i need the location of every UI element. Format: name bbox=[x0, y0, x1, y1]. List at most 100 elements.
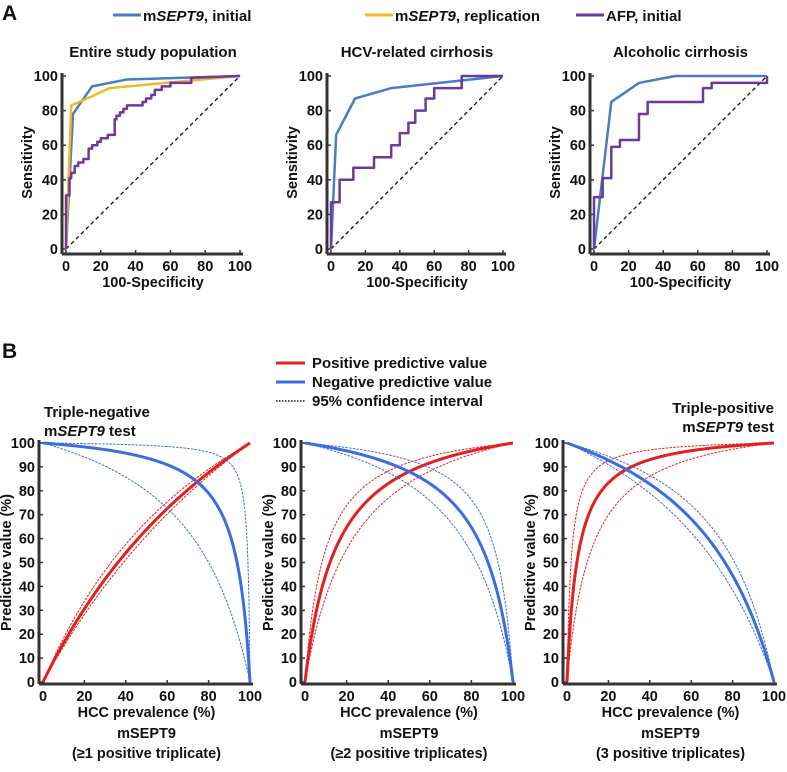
y-tick-label: 20 bbox=[281, 627, 297, 643]
x-tick-label: 0 bbox=[327, 259, 335, 275]
chart-caption: mSEPT9 bbox=[117, 726, 176, 742]
series-line-negative-predictive-value bbox=[304, 441, 515, 683]
x-tick-label: 20 bbox=[76, 689, 92, 705]
y-tick-label: 100 bbox=[273, 436, 297, 452]
y-axis-label: Sensitivity bbox=[548, 126, 564, 199]
y-tick-label: 40 bbox=[570, 173, 586, 189]
predictive-value-chart: 0 20 40 60 80 100 0 10 20 30 40 50 60 70 80 90 100 HCC pr… bbox=[261, 436, 525, 762]
legend-label: mSEPT9, replication bbox=[395, 8, 540, 25]
legend-label: Negative predictive value bbox=[312, 374, 492, 391]
y-tick-label: 40 bbox=[543, 579, 559, 595]
series-line-npv-95-ci-lower bbox=[304, 442, 514, 683]
y-tick-label: 0 bbox=[578, 242, 586, 258]
y-tick-label: 60 bbox=[19, 532, 35, 548]
y-tick-label: 60 bbox=[281, 532, 297, 548]
chart-title: Entire study population bbox=[69, 44, 237, 61]
predictive-value-chart: 0 20 40 60 80 100 0 10 20 30 40 50 60 70 80 90 100 HCC pr… bbox=[523, 400, 786, 762]
y-axis-label: Sensitivity bbox=[285, 126, 301, 199]
y-tick-label: 20 bbox=[19, 627, 35, 643]
roc-chart: 0 20 40 60 80 100 0 20 40 60 80 100 100-Specificity S… bbox=[548, 44, 779, 291]
reference-diagonal bbox=[593, 75, 768, 250]
legend-a: mSEPT9, initial mSEPT9, replication AFP, i… bbox=[113, 8, 682, 25]
y-tick-label: 50 bbox=[281, 556, 297, 572]
roc-chart: 0 20 40 60 80 100 0 20 40 60 80 100 100-Specificity S… bbox=[20, 44, 252, 291]
x-tick-label: 100 bbox=[491, 259, 515, 275]
x-tick-label: 100 bbox=[228, 259, 252, 275]
chart-title: mSEPT9 test bbox=[44, 423, 136, 440]
y-tick-label: 20 bbox=[42, 207, 58, 223]
x-tick-label: 100 bbox=[762, 689, 786, 705]
y-tick-label: 90 bbox=[543, 460, 559, 476]
series-line-positive-predictive-value bbox=[303, 441, 514, 683]
y-tick-label: 0 bbox=[315, 242, 323, 258]
y-tick-label: 80 bbox=[281, 484, 297, 500]
y-tick-label: 30 bbox=[281, 603, 297, 619]
series-line-ppv-95-ci-upper bbox=[304, 442, 514, 683]
y-tick-label: 20 bbox=[543, 627, 559, 643]
y-tick-label: 70 bbox=[281, 508, 297, 524]
x-tick-label: 80 bbox=[461, 259, 477, 275]
y-axis-label: Predictive value (%) bbox=[261, 494, 277, 631]
y-tick-label: 100 bbox=[535, 436, 559, 452]
y-tick-label: 20 bbox=[570, 207, 586, 223]
series-line-ppv-95-ci-lower bbox=[304, 442, 514, 683]
x-tick-label: 40 bbox=[380, 689, 396, 705]
x-tick-label: 40 bbox=[655, 259, 671, 275]
y-tick-label: 30 bbox=[543, 603, 559, 619]
y-tick-label: 90 bbox=[19, 460, 35, 476]
x-tick-label: 100 bbox=[501, 689, 525, 705]
chart-caption: (≥2 positive triplicates) bbox=[330, 746, 487, 762]
series-line-ppv-95-ci-lower bbox=[566, 442, 775, 683]
series-line-msept9-initial bbox=[64, 74, 241, 250]
y-axis-label: Sensitivity bbox=[20, 126, 36, 199]
x-tick-label: 100 bbox=[755, 259, 779, 275]
charts: 0 20 40 60 80 100020406080100100-SpecificityS… bbox=[0, 44, 786, 762]
series-line-npv-95-ci-lower bbox=[42, 442, 251, 683]
x-axis-label: 100-Specificity bbox=[366, 275, 468, 291]
y-tick-label: 40 bbox=[307, 173, 323, 189]
series-line-afp-initial bbox=[592, 76, 769, 249]
y-tick-label: 100 bbox=[34, 69, 58, 85]
x-tick-label: 80 bbox=[724, 259, 740, 275]
series-line-negative-predictive-value bbox=[566, 441, 776, 683]
legend-b: Positive predictive value Negative predic… bbox=[276, 355, 492, 410]
x-tick-label: 0 bbox=[590, 259, 598, 275]
y-tick-label: 0 bbox=[50, 242, 58, 258]
y-tick-label: 10 bbox=[19, 651, 35, 667]
x-tick-label: 0 bbox=[39, 689, 47, 705]
series-line-positive-predictive-value bbox=[41, 441, 251, 683]
x-axis-label: 100-Specificity bbox=[102, 275, 204, 291]
y-tick-label: 70 bbox=[543, 508, 559, 524]
series-line-ppv-95-ci-upper bbox=[42, 442, 251, 683]
chart-title: Alcoholic cirrhosis bbox=[613, 44, 748, 61]
series-line-msept9-initial bbox=[592, 74, 767, 250]
y-tick-label: 100 bbox=[299, 69, 323, 85]
y-tick-label: 0 bbox=[551, 675, 559, 691]
y-tick-label: 70 bbox=[19, 508, 35, 524]
y-tick-label: 90 bbox=[281, 460, 297, 476]
series-line-ppv-95-ci-upper bbox=[566, 442, 775, 683]
predictive-value-chart: 0 20 40 60 80 100 0 10 20 30 40 50 60 70 80 90 100 HCC pr… bbox=[0, 404, 262, 762]
legend-label: Positive predictive value bbox=[312, 355, 487, 372]
chart-title: mSEPT9 test bbox=[682, 419, 774, 436]
y-tick-label: 10 bbox=[543, 651, 559, 667]
y-tick-label: 80 bbox=[19, 484, 35, 500]
x-tick-label: 80 bbox=[201, 689, 217, 705]
y-tick-label: 40 bbox=[19, 579, 35, 595]
series-line-msept9-replication bbox=[64, 74, 241, 250]
x-tick-label: 0 bbox=[62, 259, 70, 275]
x-tick-label: 60 bbox=[162, 259, 178, 275]
x-tick-label: 40 bbox=[392, 259, 408, 275]
x-tick-label: 20 bbox=[600, 689, 616, 705]
y-tick-label: 50 bbox=[543, 556, 559, 572]
series-line-npv-95-ci-upper bbox=[42, 442, 251, 683]
y-tick-label: 30 bbox=[19, 603, 35, 619]
y-axis-label: Predictive value (%) bbox=[523, 494, 539, 631]
x-tick-label: 60 bbox=[159, 689, 175, 705]
y-tick-label: 60 bbox=[307, 138, 323, 154]
series-line-ppv-95-ci-lower bbox=[42, 442, 251, 683]
y-tick-label: 10 bbox=[281, 651, 297, 667]
y-tick-label: 40 bbox=[281, 579, 297, 595]
x-tick-label: 40 bbox=[128, 259, 144, 275]
y-tick-label: 20 bbox=[307, 207, 323, 223]
